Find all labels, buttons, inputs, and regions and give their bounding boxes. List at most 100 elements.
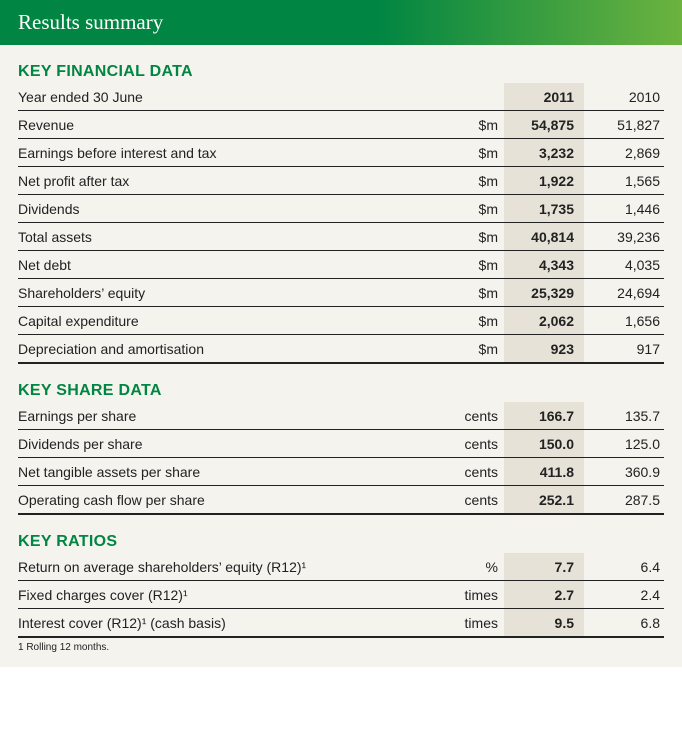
row-label: Net tangible assets per share [18,458,444,486]
row-value-2010: 2,869 [584,139,664,167]
row-unit: $m [444,167,504,195]
footnote-text: 1 Rolling 12 months. [18,638,664,653]
row-value-2010: 1,565 [584,167,664,195]
row-label: Interest cover (R12)¹ (cash basis) [18,609,444,638]
row-value-2011: 9.5 [504,609,584,638]
row-label: Dividends per share [18,430,444,458]
table-body: Revenue$m54,87551,827Earnings before int… [18,111,664,364]
row-value-2010: 917 [584,335,664,364]
row-unit: $m [444,139,504,167]
table-row: Shareholders’ equity$m25,32924,694 [18,279,664,307]
row-value-2010: 6.4 [584,553,664,581]
row-value-2011: 923 [504,335,584,364]
row-value-2011: 2.7 [504,581,584,609]
row-unit: cents [444,430,504,458]
row-unit: $m [444,223,504,251]
header-unit [444,83,504,111]
section-title: KEY RATIOS [18,533,664,551]
row-unit: cents [444,402,504,430]
table-row: Fixed charges cover (R12)¹times2.72.4 [18,581,664,609]
row-unit: % [444,553,504,581]
row-label: Operating cash flow per share [18,486,444,515]
table-row: Earnings per sharecents166.7135.7 [18,402,664,430]
row-value-2011: 40,814 [504,223,584,251]
table-row: Depreciation and amortisation$m923917 [18,335,664,364]
header-col-2010: 2010 [584,83,664,111]
results-summary-panel: Results summary KEY FINANCIAL DATA Year … [0,0,682,667]
financial-data-table: Year ended 30 June 2011 2010 Revenue$m54… [18,83,664,364]
row-label: Dividends [18,195,444,223]
row-label: Return on average shareholders’ equity (… [18,553,444,581]
row-value-2010: 125.0 [584,430,664,458]
row-value-2011: 4,343 [504,251,584,279]
row-value-2010: 6.8 [584,609,664,638]
row-unit: times [444,609,504,638]
row-value-2011: 54,875 [504,111,584,139]
row-label: Revenue [18,111,444,139]
row-unit: $m [444,111,504,139]
share-data-table: Earnings per sharecents166.7135.7Dividen… [18,402,664,515]
row-value-2011: 25,329 [504,279,584,307]
row-unit: $m [444,335,504,364]
row-value-2011: 7.7 [504,553,584,581]
table-row: Revenue$m54,87551,827 [18,111,664,139]
footnote: 1 Rolling 12 months. [0,638,682,659]
row-unit: cents [444,486,504,515]
ratios-table: Return on average shareholders’ equity (… [18,553,664,638]
row-unit: $m [444,195,504,223]
section-key-ratios: KEY RATIOS Return on average shareholder… [0,515,682,638]
section-key-share-data: KEY SHARE DATA Earnings per sharecents16… [0,364,682,515]
panel-title-bar: Results summary [0,0,682,45]
table-row: Net tangible assets per sharecents411.83… [18,458,664,486]
row-label: Earnings before interest and tax [18,139,444,167]
row-label: Earnings per share [18,402,444,430]
table-row: Capital expenditure$m2,0621,656 [18,307,664,335]
row-value-2010: 2.4 [584,581,664,609]
row-unit: $m [444,279,504,307]
row-value-2010: 24,694 [584,279,664,307]
row-label: Shareholders’ equity [18,279,444,307]
row-value-2011: 1,922 [504,167,584,195]
panel-title: Results summary [18,10,163,34]
row-value-2010: 135.7 [584,402,664,430]
section-title: KEY SHARE DATA [18,382,664,400]
table-body: Return on average shareholders’ equity (… [18,553,664,637]
row-value-2011: 150.0 [504,430,584,458]
row-value-2010: 287.5 [584,486,664,515]
row-value-2011: 2,062 [504,307,584,335]
row-label: Fixed charges cover (R12)¹ [18,581,444,609]
row-unit: $m [444,307,504,335]
table-row: Earnings before interest and tax$m3,2322… [18,139,664,167]
table-row: Operating cash flow per sharecents252.12… [18,486,664,515]
table-header-row: Year ended 30 June 2011 2010 [18,83,664,111]
row-value-2011: 1,735 [504,195,584,223]
table-row: Dividends$m1,7351,446 [18,195,664,223]
row-label: Capital expenditure [18,307,444,335]
row-label: Net debt [18,251,444,279]
row-value-2010: 1,656 [584,307,664,335]
row-label: Total assets [18,223,444,251]
row-label: Depreciation and amortisation [18,335,444,364]
section-key-financial-data: KEY FINANCIAL DATA Year ended 30 June 20… [0,45,682,364]
row-value-2010: 1,446 [584,195,664,223]
row-value-2011: 166.7 [504,402,584,430]
row-value-2010: 39,236 [584,223,664,251]
header-col-2011: 2011 [504,83,584,111]
row-value-2010: 4,035 [584,251,664,279]
table-body: Earnings per sharecents166.7135.7Dividen… [18,402,664,514]
row-value-2010: 51,827 [584,111,664,139]
table-row: Net profit after tax$m1,9221,565 [18,167,664,195]
table-row: Net debt$m4,3434,035 [18,251,664,279]
section-title: KEY FINANCIAL DATA [18,63,664,81]
table-row: Total assets$m40,81439,236 [18,223,664,251]
row-unit: $m [444,251,504,279]
header-label: Year ended 30 June [18,83,444,111]
row-label: Net profit after tax [18,167,444,195]
table-row: Interest cover (R12)¹ (cash basis)times9… [18,609,664,638]
row-unit: times [444,581,504,609]
table-row: Dividends per sharecents150.0125.0 [18,430,664,458]
row-value-2011: 411.8 [504,458,584,486]
row-value-2011: 252.1 [504,486,584,515]
row-value-2011: 3,232 [504,139,584,167]
row-unit: cents [444,458,504,486]
